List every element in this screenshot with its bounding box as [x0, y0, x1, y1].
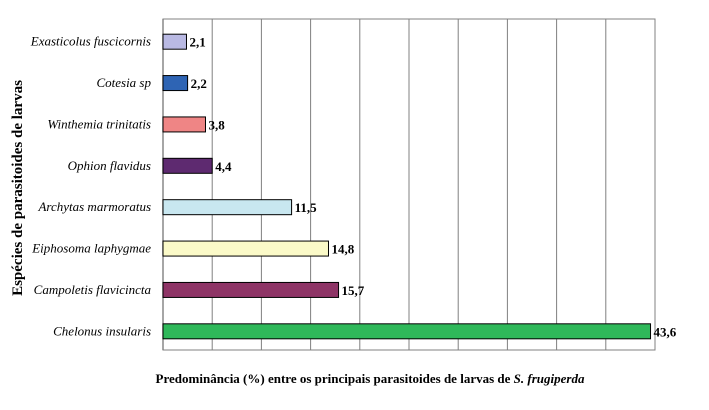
value-label: 2,1 [189, 35, 205, 50]
category-label: Ophion flavidus [68, 158, 151, 173]
bar [162, 75, 189, 92]
category-label: Archytas marmoratus [37, 199, 151, 214]
category-label: Exasticolus fuscicornis [30, 34, 151, 49]
bar [162, 281, 340, 298]
category-label: Cotesia sp [96, 75, 151, 90]
bar [162, 116, 206, 133]
value-label: 2,2 [191, 76, 207, 91]
x-axis-label: Predominância (%) entre os principais pa… [60, 371, 680, 387]
value-label: 15,7 [342, 283, 365, 298]
value-label: 4,4 [215, 159, 232, 174]
value-label: 14,8 [331, 242, 354, 257]
bar [162, 323, 652, 340]
category-label: Eiphosoma laphygmae [31, 241, 151, 256]
plot-area-frame [162, 18, 656, 351]
category-labels: Exasticolus fuscicornis Cotesia sp Winthem… [30, 34, 152, 339]
bar [162, 157, 213, 174]
value-label: 43,6 [654, 324, 677, 339]
bar [162, 199, 293, 216]
bar [162, 33, 187, 50]
category-label: Chelonus insularis [53, 323, 151, 338]
gridlines [162, 19, 656, 350]
bars [162, 33, 652, 340]
category-label: Winthemia trinitatis [47, 116, 151, 131]
category-label: Campoletis flavicincta [34, 282, 152, 297]
value-label: 3,8 [208, 117, 225, 132]
x-axis-label-text: Predominância (%) entre os principais pa… [155, 371, 511, 386]
y-axis-label: Espécies de parasitoides de larvas [10, 80, 26, 296]
value-label: 11,5 [295, 200, 318, 215]
x-axis-label-species: S. frugiperda [513, 371, 585, 386]
bar [162, 240, 329, 257]
value-labels: 2,1 2,2 3,8 4,4 11,5 14,8 15,7 43,6 [189, 35, 676, 340]
